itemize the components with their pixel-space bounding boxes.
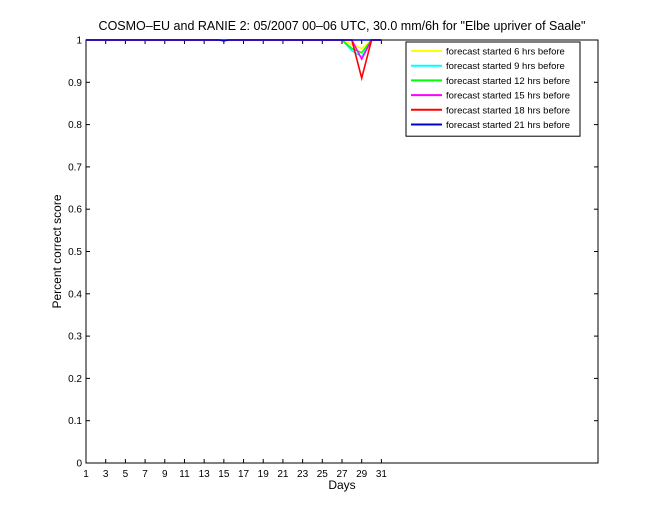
x-axis-label: Days	[328, 478, 355, 492]
y-axis: 0 0.1 0.2 0.3 0.4 0.5 0.6 0.7 0.8 0.9 1	[68, 36, 598, 470]
x-tick-label: 17	[238, 469, 250, 480]
x-axis: 1 3 5 7 9 11 13 15 17 19 21 23 25 27 29 31	[83, 40, 387, 480]
y-tick-label: 0.6	[68, 205, 82, 216]
legend-entry: forecast started 21 hrs before	[446, 120, 570, 131]
y-tick-label: 0.7	[68, 162, 82, 173]
x-tick-label: 15	[218, 469, 230, 480]
y-tick-label: 0.4	[68, 289, 82, 300]
x-tick-label: 3	[103, 469, 109, 480]
x-tick-label: 21	[277, 469, 289, 480]
y-axis-label: Percent correct score	[50, 194, 64, 308]
chart-title: COSMO–EU and RANIE 2: 05/2007 00–06 UTC,…	[99, 19, 586, 33]
x-tick-label: 13	[199, 469, 211, 480]
y-tick-label: 0.8	[68, 120, 82, 131]
legend-entry: forecast started 18 hrs before	[446, 105, 570, 116]
x-tick-label: 5	[123, 469, 129, 480]
y-tick-label: 0.1	[68, 416, 82, 427]
x-tick-label: 19	[258, 469, 270, 480]
x-tick-label: 23	[297, 469, 309, 480]
x-tick-label: 9	[162, 469, 168, 480]
legend-entry: forecast started 12 hrs before	[446, 76, 570, 87]
series-lines	[86, 39, 382, 82]
x-tick-label: 25	[317, 469, 329, 480]
y-tick-label: 0	[76, 459, 82, 470]
x-tick-label: 31	[376, 469, 388, 480]
legend-box	[405, 41, 581, 137]
x-tick-label: 1	[83, 469, 89, 480]
legend-entry: forecast started 9 hrs before	[446, 61, 565, 72]
y-tick-label: 0.3	[68, 332, 82, 343]
legend-entry: forecast started 6 hrs before	[446, 47, 565, 58]
legend: forecast started 6 hrs before forecast st…	[405, 41, 581, 137]
x-tick-label: 11	[179, 469, 190, 480]
y-tick-label: 0.9	[68, 78, 82, 89]
x-tick-label: 27	[336, 469, 348, 480]
legend-entry: forecast started 15 hrs before	[446, 91, 570, 102]
y-tick-label: 0.2	[68, 374, 82, 385]
series-line	[86, 39, 382, 42]
y-tick-label: 1	[76, 36, 82, 47]
x-tick-label: 29	[356, 469, 368, 480]
y-tick-label: 0.5	[68, 247, 82, 258]
x-tick-label: 7	[142, 469, 148, 480]
